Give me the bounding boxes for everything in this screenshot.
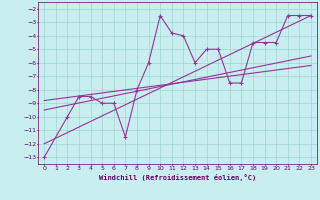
X-axis label: Windchill (Refroidissement éolien,°C): Windchill (Refroidissement éolien,°C) (99, 174, 256, 181)
